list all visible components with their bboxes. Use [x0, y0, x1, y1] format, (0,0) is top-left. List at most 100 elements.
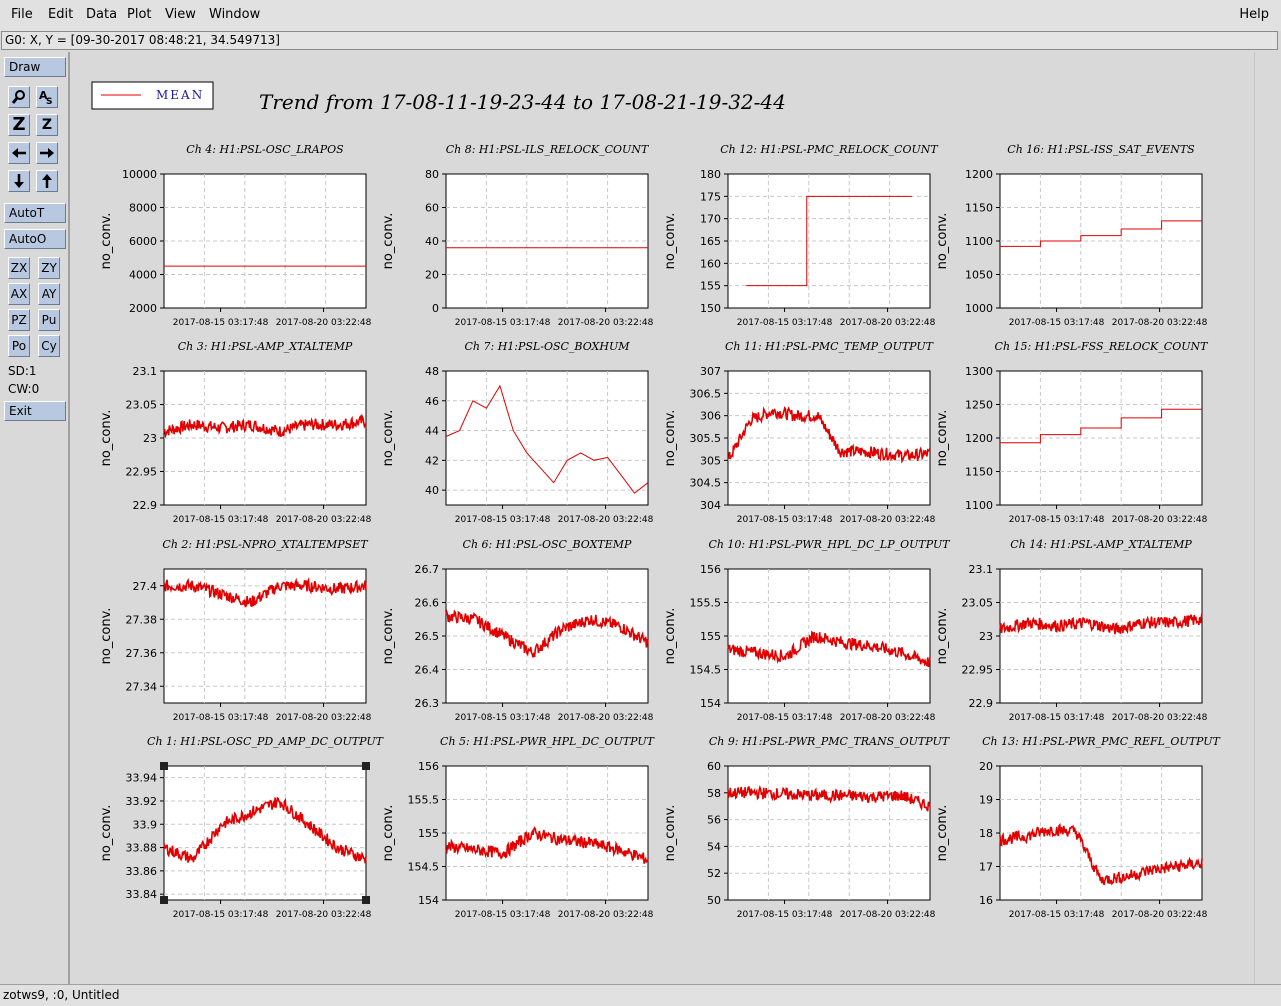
menu-file[interactable]: File — [11, 7, 33, 22]
x-tick-label: 2017-08-15 03:17:48 — [455, 713, 551, 723]
y-tick-label: 1150 — [965, 202, 993, 215]
selection-handle[interactable] — [160, 762, 168, 770]
pan-right-button[interactable] — [36, 142, 58, 164]
y-tick-label: 23 — [143, 432, 157, 445]
selection-handle[interactable] — [362, 896, 370, 904]
y-tick-label: 23.05 — [126, 399, 158, 412]
series-line — [999, 613, 1203, 635]
y-tick-label: 40 — [425, 235, 439, 248]
chart-3[interactable]: Ch 12: H1:PSL-PMC_RELOCK_COUNT 180 175 170 1… — [663, 143, 939, 328]
y-axis-label: no_conv. — [99, 608, 114, 665]
chart-1[interactable]: Ch 4: H1:PSL-OSC_LRAPOS 10000 8000 6000 4000… — [99, 143, 372, 328]
y-tick-label: 42 — [425, 454, 439, 467]
pan-left-button[interactable] — [8, 142, 30, 164]
y-tick-label: 156 — [418, 760, 439, 773]
chart-16[interactable]: Ch 13: H1:PSL-PWR_PMC_REFL_OUTPUT 20 19 18 1… — [935, 735, 1222, 920]
ay-button[interactable]: AY — [38, 283, 60, 305]
y-tick-label: 175 — [700, 190, 721, 203]
chart-6[interactable]: Ch 7: H1:PSL-OSC_BOXHUM 48 46 44 42 40 2017-08… — [381, 340, 654, 525]
autot-button[interactable]: AutoT — [4, 203, 66, 223]
y-axis-label: no_conv. — [935, 410, 950, 467]
y-tick-label: 20 — [425, 269, 439, 282]
sd-label: SD:1 — [8, 364, 37, 378]
plot-area — [445, 370, 649, 506]
y-tick-label: 307 — [700, 365, 721, 378]
pz-button[interactable]: PZ — [8, 309, 30, 331]
menu-view[interactable]: View — [165, 7, 196, 22]
y-axis-label: no_conv. — [663, 608, 678, 665]
chart-2[interactable]: Ch 8: H1:PSL-ILS_RELOCK_COUNT 80 60 40 20 0 20… — [381, 143, 654, 328]
y-tick-label: 0 — [432, 302, 439, 315]
menu-edit[interactable]: Edit — [48, 7, 74, 22]
x-tick-label: 2017-08-20 03:22:48 — [558, 515, 654, 525]
autoo-button[interactable]: AutoO — [4, 229, 66, 249]
exit-button[interactable]: Exit — [4, 401, 66, 421]
cy-button[interactable]: Cy — [38, 335, 60, 357]
y-tick-label: 180 — [700, 168, 721, 181]
chart-10[interactable]: Ch 6: H1:PSL-OSC_BOXTEMP 26.7 26.6 26.5 26.4… — [381, 538, 654, 723]
x-tick-label: 2017-08-15 03:17:48 — [1009, 713, 1105, 723]
series-line — [746, 195, 912, 287]
arrow-right-icon — [40, 148, 54, 158]
y-axis-label: no_conv. — [381, 213, 396, 270]
y-tick-label: 1100 — [965, 499, 993, 512]
zoom-z-small-button[interactable]: Z — [36, 114, 58, 136]
po-button[interactable]: Po — [8, 335, 30, 357]
chart-15[interactable]: Ch 9: H1:PSL-PWR_PMC_TRANS_OUTPUT 60 58 56 5… — [663, 735, 951, 920]
y-tick-label: 22.95 — [126, 466, 158, 479]
pan-down-button[interactable] — [8, 170, 30, 192]
chart-title: Ch 16: H1:PSL-ISS_SAT_EVENTS — [1007, 143, 1195, 156]
selection-handle[interactable] — [362, 762, 370, 770]
chart-title: Ch 6: H1:PSL-OSC_BOXTEMP — [463, 538, 632, 551]
magnifier-button[interactable] — [8, 86, 30, 108]
y-tick-label: 23 — [979, 630, 993, 643]
arrow-left-icon — [12, 148, 26, 158]
y-tick-label: 154.5 — [690, 664, 722, 677]
chart-7[interactable]: Ch 11: H1:PSL-PMC_TEMP_OUTPUT 307 306.5 306… — [663, 340, 936, 525]
y-axis-label: no_conv. — [381, 608, 396, 665]
chart-title: Ch 12: H1:PSL-PMC_RELOCK_COUNT — [720, 143, 939, 156]
cw-label: CW:0 — [8, 382, 40, 396]
chart-12[interactable]: Ch 14: H1:PSL-AMP_XTALTEMP 23.1 23.05 23 22.… — [935, 538, 1208, 723]
menu-window[interactable]: Window — [209, 7, 261, 22]
series-line — [163, 796, 367, 864]
draw-button[interactable]: Draw — [4, 57, 66, 77]
y-tick-label: 33.88 — [126, 842, 158, 855]
chart-13[interactable]: Ch 1: H1:PSL-OSC_PD_AMP_DC_OUTPUT 33.94 33… — [99, 735, 385, 920]
chart-9[interactable]: Ch 2: H1:PSL-NPRO_XTALTEMPSET 27.4 27.38 27… — [99, 538, 372, 723]
zy-button[interactable]: ZY — [38, 257, 60, 279]
plot-canvas[interactable]: MEAN Trend from 17-08-11-19-23-44 to 17-… — [74, 55, 1249, 963]
ax-button[interactable]: AX — [8, 283, 30, 305]
y-tick-label: 304 — [700, 499, 721, 512]
chart-title: Ch 3: H1:PSL-AMP_XTALTEMP — [178, 340, 353, 353]
y-tick-label: 305.5 — [690, 432, 722, 445]
menu-plot[interactable]: Plot — [127, 7, 152, 22]
zoom-z-large-button[interactable]: Z — [8, 114, 30, 136]
chart-title: Ch 9: H1:PSL-PWR_PMC_TRANS_OUTPUT — [709, 735, 951, 748]
svg-text:A: A — [39, 89, 48, 102]
y-tick-label: 23.1 — [133, 365, 158, 378]
zx-button[interactable]: ZX — [8, 257, 30, 279]
pan-up-button[interactable] — [36, 170, 58, 192]
menu-help[interactable]: Help — [1239, 7, 1269, 22]
y-tick-label: 150 — [700, 302, 721, 315]
y-tick-label: 33.92 — [126, 795, 158, 808]
pu-button[interactable]: Pu — [38, 309, 60, 331]
menu-data[interactable]: Data — [86, 7, 118, 22]
chart-title: Ch 4: H1:PSL-OSC_LRAPOS — [186, 143, 344, 156]
selection-handle[interactable] — [160, 896, 168, 904]
y-tick-label: 22.95 — [962, 664, 994, 677]
chart-5[interactable]: Ch 3: H1:PSL-AMP_XTALTEMP 23.1 23.05 23 22.9… — [99, 340, 372, 525]
x-tick-label: 2017-08-15 03:17:48 — [173, 910, 269, 920]
y-tick-label: 26.7 — [415, 563, 440, 576]
chart-11[interactable]: Ch 10: H1:PSL-PWR_HPL_DC_LP_OUTPUT 156 155… — [663, 538, 951, 723]
y-tick-label: 10000 — [122, 168, 157, 181]
y-tick-label: 155 — [700, 630, 721, 643]
chart-4[interactable]: Ch 16: H1:PSL-ISS_SAT_EVENTS 1200 1150 1100… — [935, 143, 1208, 328]
chart-title: Ch 8: H1:PSL-ILS_RELOCK_COUNT — [446, 143, 650, 156]
y-tick-label: 52 — [707, 867, 721, 880]
